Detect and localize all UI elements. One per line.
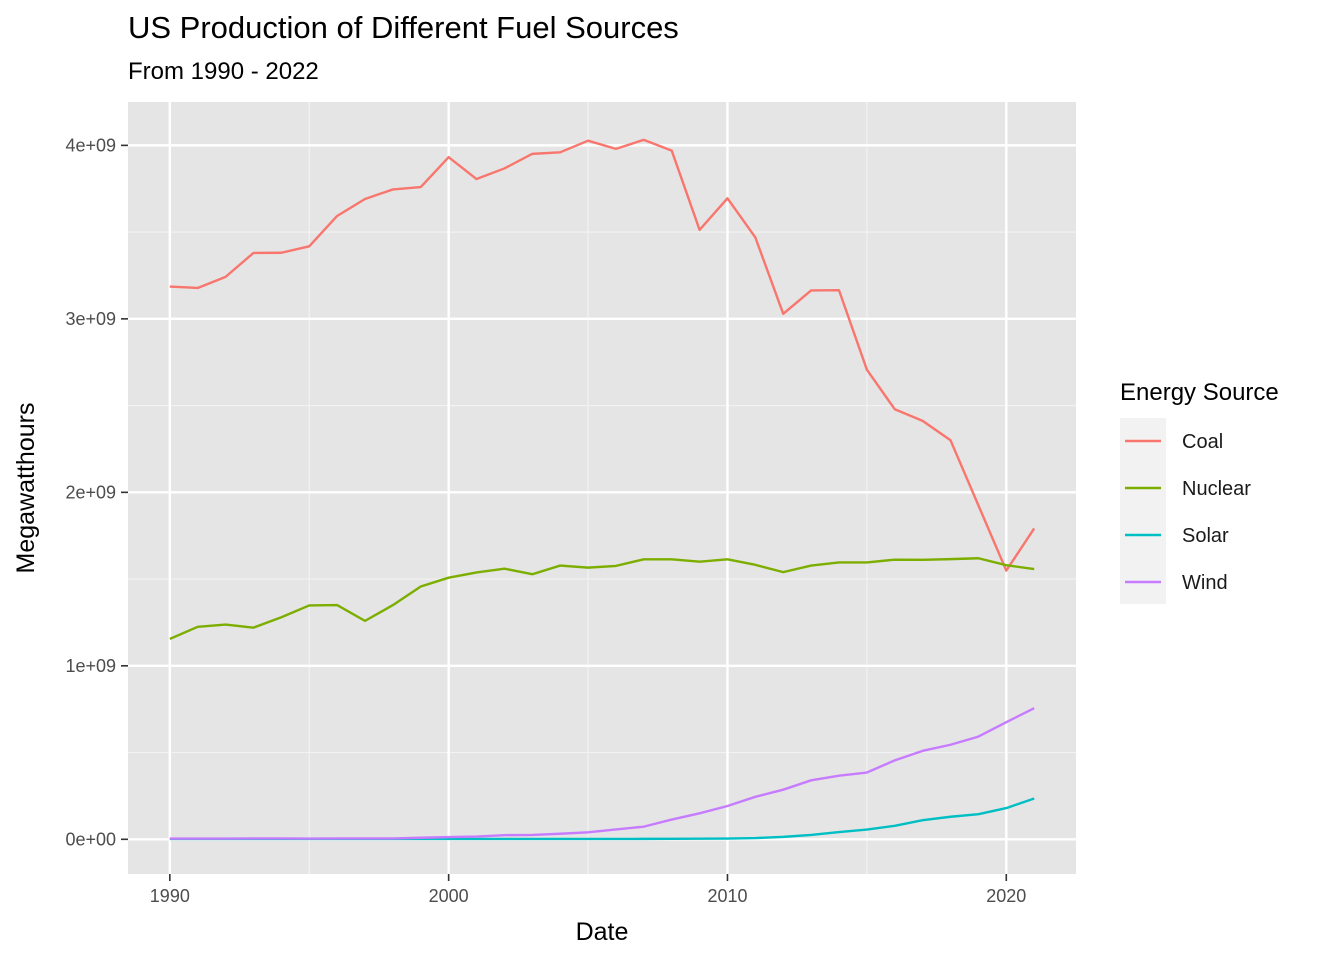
legend-title: Energy Source bbox=[1120, 379, 1279, 406]
legend-key-background bbox=[1120, 418, 1166, 604]
x-tick-label: 2010 bbox=[707, 886, 747, 906]
y-tick-label: 2e+09 bbox=[65, 482, 116, 502]
y-axis: 0e+00 1e+09 2e+09 3e+09 4e+09 bbox=[65, 135, 128, 849]
y-tick-label: 1e+09 bbox=[65, 656, 116, 676]
series-lines bbox=[169, 138, 1036, 841]
legend-label-wind: Wind bbox=[1182, 572, 1228, 594]
series-line-wind bbox=[169, 707, 1035, 840]
y-tick-label: 3e+09 bbox=[65, 309, 116, 329]
y-axis-title: Megawatthours bbox=[12, 403, 40, 574]
chart-title: US Production of Different Fuel Sources bbox=[128, 10, 679, 45]
x-tick-label: 1990 bbox=[150, 886, 190, 906]
y-tick-label: 0e+00 bbox=[65, 829, 116, 849]
series-line-nuclear bbox=[169, 557, 1035, 641]
legend: Energy Source Coal Nuclear Solar Wind bbox=[1120, 379, 1279, 604]
series-line-coal bbox=[169, 138, 1036, 572]
legend-label-nuclear: Nuclear bbox=[1182, 478, 1251, 500]
x-tick-label: 2000 bbox=[429, 886, 469, 906]
x-axis-title: Date bbox=[576, 918, 629, 946]
x-axis: 1990 2000 2010 2020 bbox=[150, 874, 1026, 906]
x-tick-label: 2020 bbox=[986, 886, 1026, 906]
chart-subtitle: From 1990 - 2022 bbox=[128, 58, 319, 85]
legend-label-coal: Coal bbox=[1182, 431, 1223, 453]
y-tick-label: 4e+09 bbox=[65, 135, 116, 155]
legend-label-solar: Solar bbox=[1182, 525, 1229, 547]
plot-panel bbox=[128, 102, 1076, 874]
